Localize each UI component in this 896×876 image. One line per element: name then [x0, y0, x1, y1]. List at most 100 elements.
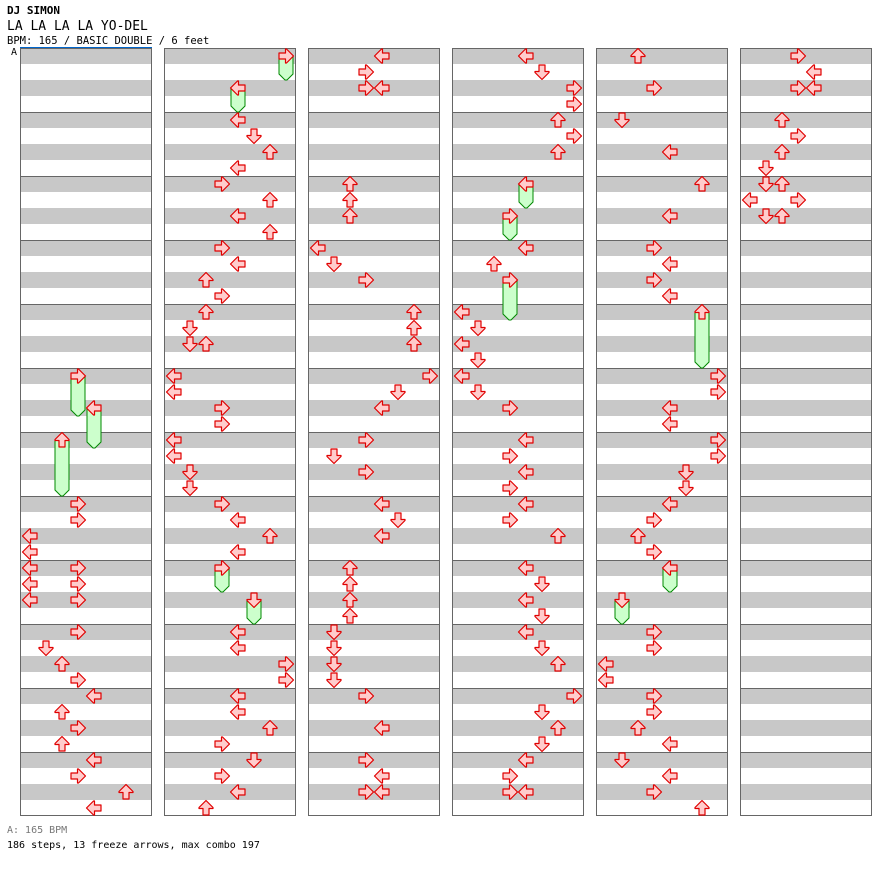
beat-stripe: [596, 752, 728, 768]
beat-stripe: [596, 432, 728, 448]
arrow-left: [85, 752, 102, 768]
arrow-down: [534, 64, 550, 81]
beat-stripe: [308, 624, 440, 640]
arrow-right: [790, 80, 807, 96]
arrow-right: [422, 368, 439, 384]
arrow-down: [246, 752, 262, 769]
arrow-up: [262, 223, 278, 240]
arrow-up: [342, 559, 358, 576]
beat-stripe: [740, 112, 872, 128]
arrow-left: [661, 768, 678, 784]
beat-stripe: [452, 336, 584, 352]
chart-info: BPM: 165 / BASIC DOUBLE / 6 feet: [7, 35, 210, 47]
arrow-left: [373, 720, 390, 736]
freeze-arrow-body: [54, 439, 70, 497]
arrow-up: [54, 703, 70, 720]
arrow-right: [502, 768, 519, 784]
freeze-arrow-left: [229, 80, 246, 96]
arrow-down: [534, 704, 550, 721]
arrow-down: [534, 608, 550, 625]
arrow-right: [566, 80, 583, 96]
freeze-arrow-up: [54, 431, 70, 448]
beat-stripe: [740, 400, 872, 416]
arrow-up: [550, 655, 566, 672]
freeze-arrow-right: [502, 272, 519, 288]
arrow-up: [486, 255, 502, 272]
arrow-up: [406, 319, 422, 336]
arrow-right: [70, 624, 87, 640]
artist-name: DJ SIMON: [7, 4, 60, 17]
arrow-left: [229, 112, 246, 128]
arrow-up: [54, 735, 70, 752]
beat-stripe: [164, 368, 296, 384]
arrow-right: [646, 272, 663, 288]
arrow-left: [517, 752, 534, 768]
beat-stripe: [596, 656, 728, 672]
beat-stripe: [740, 752, 872, 768]
freeze-arrow-left: [85, 400, 102, 416]
arrow-left: [373, 528, 390, 544]
beat-stripe: [740, 720, 872, 736]
beat-stripe: [164, 720, 296, 736]
beat-stripe: [596, 464, 728, 480]
arrow-up: [630, 719, 646, 736]
arrow-up: [550, 111, 566, 128]
beat-stripe: [740, 464, 872, 480]
arrow-left: [517, 784, 534, 800]
arrow-left: [165, 384, 182, 400]
arrow-down: [534, 736, 550, 753]
arrow-left: [229, 688, 246, 704]
arrow-left: [453, 336, 470, 352]
arrow-down: [326, 640, 342, 657]
beat-stripe: [740, 240, 872, 256]
beat-stripe: [740, 784, 872, 800]
beat-stripe: [452, 528, 584, 544]
beat-stripe: [308, 560, 440, 576]
arrow-up: [198, 271, 214, 288]
arrow-up: [198, 799, 214, 816]
arrow-left: [805, 64, 822, 80]
arrow-right: [70, 720, 87, 736]
beat-stripe: [20, 336, 152, 352]
arrow-down: [678, 464, 694, 481]
beat-stripe: [740, 336, 872, 352]
beat-stripe: [740, 176, 872, 192]
arrow-up: [342, 207, 358, 224]
column-border: [20, 48, 152, 816]
arrow-right: [358, 64, 375, 80]
beat-stripe: [596, 112, 728, 128]
beat-stripe: [740, 208, 872, 224]
arrow-right: [502, 448, 519, 464]
arrow-right: [710, 432, 727, 448]
beat-stripe: [164, 528, 296, 544]
arrow-up: [694, 175, 710, 192]
arrow-left: [805, 80, 822, 96]
arrow-up: [630, 47, 646, 64]
arrow-left: [661, 416, 678, 432]
arrow-down: [182, 320, 198, 337]
arrow-right: [502, 480, 519, 496]
arrow-left: [85, 688, 102, 704]
beat-stripe: [308, 656, 440, 672]
beat-stripe: [452, 368, 584, 384]
arrow-up: [342, 575, 358, 592]
arrow-right: [70, 672, 87, 688]
arrow-right: [646, 624, 663, 640]
beat-stripe: [740, 624, 872, 640]
arrow-left: [229, 512, 246, 528]
beat-stripe: [596, 720, 728, 736]
arrow-left: [165, 368, 182, 384]
arrow-right: [566, 96, 583, 112]
freeze-arrow-right: [278, 48, 295, 64]
arrow-left: [453, 304, 470, 320]
beat-stripe: [308, 208, 440, 224]
arrow-up: [406, 335, 422, 352]
arrow-down: [758, 160, 774, 177]
arrow-left: [661, 736, 678, 752]
beat-stripe: [596, 528, 728, 544]
arrow-up: [774, 175, 790, 192]
beat-stripe: [164, 144, 296, 160]
beat-stripe: [740, 688, 872, 704]
arrow-up: [774, 207, 790, 224]
